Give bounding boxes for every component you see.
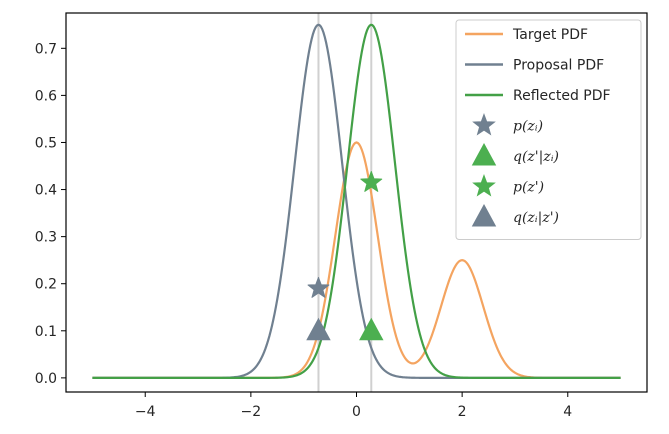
x-tick-label: 0 [352,404,361,420]
marker-star-1 [307,276,330,298]
y-tick-label: 0.2 [35,277,57,293]
y-tick-label: 0.1 [35,324,57,340]
y-tick-label: 0.6 [35,88,57,104]
plot-markers [306,170,384,341]
legend-entry: p(zᵢ) [472,113,543,136]
legend-label: Target PDF [512,27,588,43]
legend-label: q(zᵢ|z') [513,210,559,226]
series-line-reflected-pdf [92,23,621,379]
y-tick-label: 0.3 [35,230,57,246]
marker-triangle-4 [306,317,331,341]
legend-label: Reflected PDF [513,88,611,104]
legend-entry: q(z'|zᵢ) [471,142,559,166]
x-tick-label: 2 [458,404,467,420]
legend-entry: Target PDF [465,27,588,43]
legend-entry: Reflected PDF [465,88,611,104]
legend-label: p(z') [513,180,544,196]
x-tick-label: −2 [241,404,262,420]
legend-label: Proposal PDF [513,58,604,74]
legend-box [455,19,642,240]
legend-triangle-swatch [471,203,497,227]
x-tick-label: −4 [135,404,156,420]
y-tick-label: 0.0 [35,371,57,387]
y-tick-label: 0.5 [35,135,57,151]
legend-entry: q(zᵢ|z') [471,203,559,227]
legend-star-swatch [472,174,496,197]
legend-label: q(z'|zᵢ) [513,149,559,165]
y-tick-label: 0.4 [35,183,57,199]
legend-entry: Proposal PDF [465,58,604,74]
legend-star-swatch [472,113,496,136]
plot-curves [92,23,621,379]
marker-triangle-2 [359,317,384,341]
legend-entry: p(z') [472,174,544,197]
axes: −4 −2 0 2 4 0.0 0.1 0.2 0.3 0.4 0.5 0.6 0.7 [35,12,648,420]
marker-star-3 [360,170,383,192]
legend-label: p(zᵢ) [513,119,543,135]
x-tick-label: 4 [563,404,572,420]
legend: Target PDF Proposal PDF Reflected PDF p(zᵢ)… [455,19,642,240]
legend-triangle-swatch [471,142,497,166]
y-tick-label: 0.7 [35,41,57,57]
